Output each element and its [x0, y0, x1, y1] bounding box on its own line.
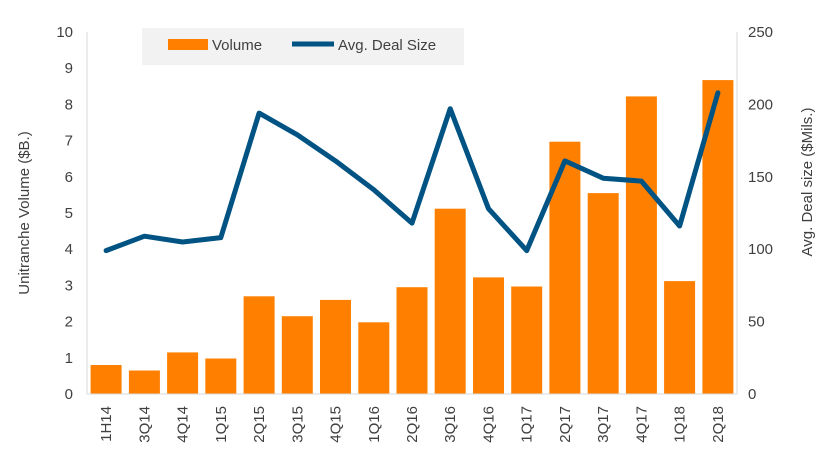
right-y-tick-label: 100 [748, 241, 773, 258]
volume-bar-3Q16 [434, 208, 466, 394]
left-y-tick-label: 1 [65, 350, 73, 367]
x-tick-label: 1Q18 [672, 406, 689, 443]
x-tick-label: 2Q16 [404, 406, 421, 443]
axes [86, 32, 738, 395]
right-y-tick-label: 200 [748, 96, 773, 113]
x-tick-labels: 1H14 3Q14 4Q14 1Q15 2Q15 3Q15 4Q15 1Q16 2Q16 3Q16… [98, 406, 727, 443]
x-tick-label: 2Q17 [557, 406, 574, 443]
x-tick-label: 2Q15 [251, 406, 268, 443]
x-tick-label: 4Q14 [175, 406, 192, 443]
left-y-tick-labels: 0 1 2 3 4 5 6 7 8 9 10 [56, 24, 73, 403]
legend-volume-label: Volume [212, 37, 262, 54]
volume-bar-2Q16 [396, 287, 428, 394]
left-y-tick-label: 2 [65, 314, 73, 331]
x-tick-label: 1Q16 [366, 406, 383, 443]
right-y-tick-label: 150 [748, 169, 773, 186]
x-tick-label: 3Q17 [595, 406, 612, 443]
x-tick-label: 2Q18 [710, 406, 727, 443]
volume-bar-1Q16 [358, 322, 390, 394]
left-y-tick-label: 6 [65, 169, 73, 186]
volume-bar-4Q15 [320, 299, 351, 394]
x-tick-label: 4Q16 [481, 406, 498, 443]
volume-bar-2Q17 [549, 141, 581, 394]
x-tick-label: 3Q14 [136, 406, 153, 443]
x-tick-label: 3Q16 [442, 406, 459, 443]
x-tick-label: 1H14 [98, 406, 115, 442]
x-tick-label: 4Q17 [633, 406, 650, 443]
left-y-tick-label: 3 [65, 277, 73, 294]
legend: Volume Avg. Deal Size [142, 28, 464, 65]
volume-bar-1H14 [90, 365, 122, 394]
volume-bar-1Q17 [511, 286, 543, 394]
x-tick-label: 1Q15 [213, 406, 230, 443]
volume-bar-4Q16 [473, 277, 504, 394]
volume-bar-3Q17 [587, 193, 619, 394]
volume-bar-1Q18 [664, 281, 696, 394]
left-y-tick-label: 8 [65, 96, 73, 113]
volume-bar-4Q14 [167, 352, 199, 394]
left-y-tick-label: 4 [65, 241, 73, 258]
x-tick-label: 3Q15 [289, 406, 306, 443]
volume-bar-3Q15 [281, 316, 313, 394]
left-y-tick-label: 0 [65, 386, 73, 403]
left-y-tick-label: 5 [65, 205, 73, 222]
right-y-tick-label: 50 [748, 314, 765, 331]
x-tick-label: 4Q15 [328, 406, 345, 443]
left-y-tick-label: 7 [65, 133, 73, 150]
right-y-tick-label: 250 [748, 24, 773, 41]
legend-volume-swatch [168, 39, 208, 50]
volume-bar-3Q14 [128, 370, 160, 394]
volume-bar-4Q17 [625, 96, 657, 395]
volume-bar-1Q15 [205, 358, 237, 394]
deal-size-line-layer [103, 90, 721, 254]
left-y-tick-label: 9 [65, 60, 73, 77]
volume-bars [90, 80, 734, 395]
x-tick-label: 1Q17 [519, 406, 536, 443]
right-y-tick-labels: 0 50 100 150 200 250 [748, 24, 773, 403]
left-y-axis-title: Unitranche Volume ($B.) [16, 131, 33, 294]
volume-bar-2Q15 [243, 296, 275, 394]
right-y-axis-title: Avg. Deal size ($Mils.) [799, 108, 816, 257]
legend-deal-size-label: Avg. Deal Size [338, 37, 436, 54]
right-y-tick-label: 0 [748, 386, 756, 403]
left-y-tick-label: 10 [56, 24, 73, 41]
